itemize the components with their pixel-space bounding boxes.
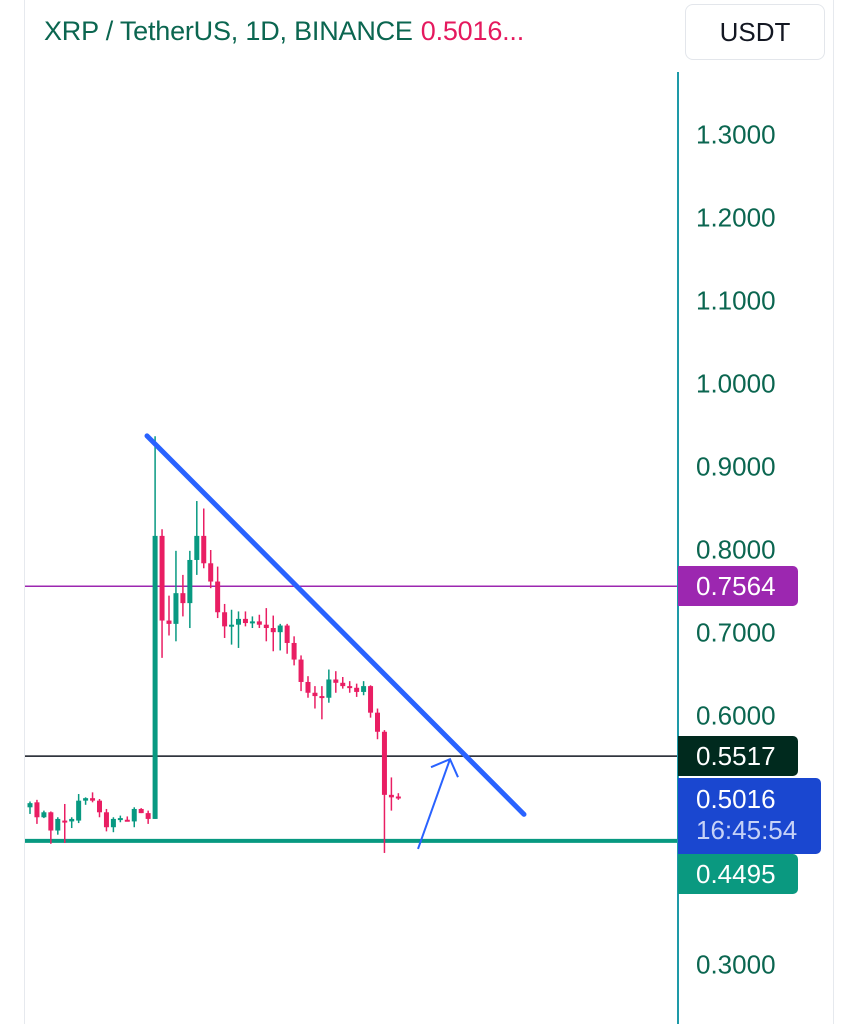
candle <box>242 611 248 627</box>
candle <box>131 807 137 828</box>
candle <box>340 676 346 689</box>
candle <box>201 508 207 569</box>
candle <box>97 799 102 818</box>
last-price-header: 0.5016... <box>420 16 525 46</box>
candle <box>103 808 109 832</box>
chart-frame-right-border <box>833 0 834 1024</box>
candle <box>249 616 255 629</box>
candle <box>277 623 283 651</box>
candle <box>194 501 200 575</box>
candle <box>326 669 332 703</box>
candle <box>117 815 123 823</box>
candle <box>368 685 374 718</box>
candle <box>27 801 33 814</box>
candle <box>375 708 380 740</box>
candle <box>395 793 401 800</box>
candle <box>124 816 130 822</box>
candle <box>166 595 172 636</box>
candle <box>180 574 186 617</box>
candle <box>62 803 68 843</box>
price-axis-tick: 0.8000 <box>696 534 776 565</box>
price-axis-tick: 1.1000 <box>696 285 776 316</box>
candle <box>83 797 89 805</box>
candle <box>90 792 96 803</box>
resistance-price-tag: 0.7564 <box>678 566 798 606</box>
price-axis-tick: 0.7000 <box>696 617 776 648</box>
level-price-tag: 0.5517 <box>678 736 798 776</box>
candle <box>388 777 394 811</box>
price-axis-tick: 0.3000 <box>696 949 776 980</box>
candle <box>187 550 193 629</box>
candle <box>312 686 318 709</box>
candle <box>159 529 165 658</box>
candle <box>145 810 151 824</box>
candle <box>41 810 47 819</box>
candle <box>381 730 387 853</box>
candle <box>333 671 339 693</box>
candle <box>110 817 116 833</box>
candle <box>229 609 235 645</box>
price-axis-tick: 1.3000 <box>696 119 776 150</box>
currency-button[interactable]: USDT <box>685 4 825 60</box>
price-axis-tick: 0.9000 <box>696 451 776 482</box>
drawings-group[interactable] <box>144 433 527 850</box>
chart-frame-left-border <box>24 0 25 1024</box>
candles-group <box>27 436 401 853</box>
candle <box>361 681 367 696</box>
symbol-title[interactable]: XRP / TetherUS, 1D, BINANCE 0.5016... <box>44 16 524 47</box>
candle <box>215 566 221 619</box>
candle <box>34 799 40 824</box>
candle <box>354 683 360 697</box>
candle <box>236 611 241 648</box>
candle <box>138 808 144 814</box>
price-axis-tick: 1.0000 <box>696 368 776 399</box>
candle <box>319 686 325 720</box>
candle <box>222 603 228 638</box>
price-axis-tick: 0.6000 <box>696 700 776 731</box>
candle <box>263 608 269 642</box>
bar-countdown: 16:45:54 <box>696 815 798 845</box>
candle <box>298 655 304 692</box>
candle <box>173 550 179 642</box>
candle <box>305 676 311 698</box>
support-price-tag: 0.4495 <box>678 854 798 894</box>
arrow-line[interactable] <box>417 758 451 850</box>
candle <box>76 794 82 824</box>
candle <box>152 436 158 819</box>
arrow-head-icon <box>430 757 459 778</box>
candle <box>48 811 54 844</box>
candle <box>55 817 61 835</box>
candle <box>291 636 297 666</box>
candle <box>208 550 214 589</box>
price-axis-tick: 1.2000 <box>696 202 776 233</box>
candle <box>347 681 353 693</box>
descending-trendline[interactable] <box>144 433 527 817</box>
horizontal-lines <box>25 585 678 843</box>
last-price-value: 0.5016 <box>696 784 776 814</box>
candle <box>69 817 75 829</box>
last-price-tag: 0.5016 16:45:54 <box>678 778 821 854</box>
symbol-title-text: XRP / TetherUS, 1D, BINANCE <box>44 16 413 46</box>
candle <box>284 623 290 654</box>
candle <box>270 615 276 652</box>
price-axis-line <box>677 72 679 1024</box>
candle <box>256 614 262 629</box>
